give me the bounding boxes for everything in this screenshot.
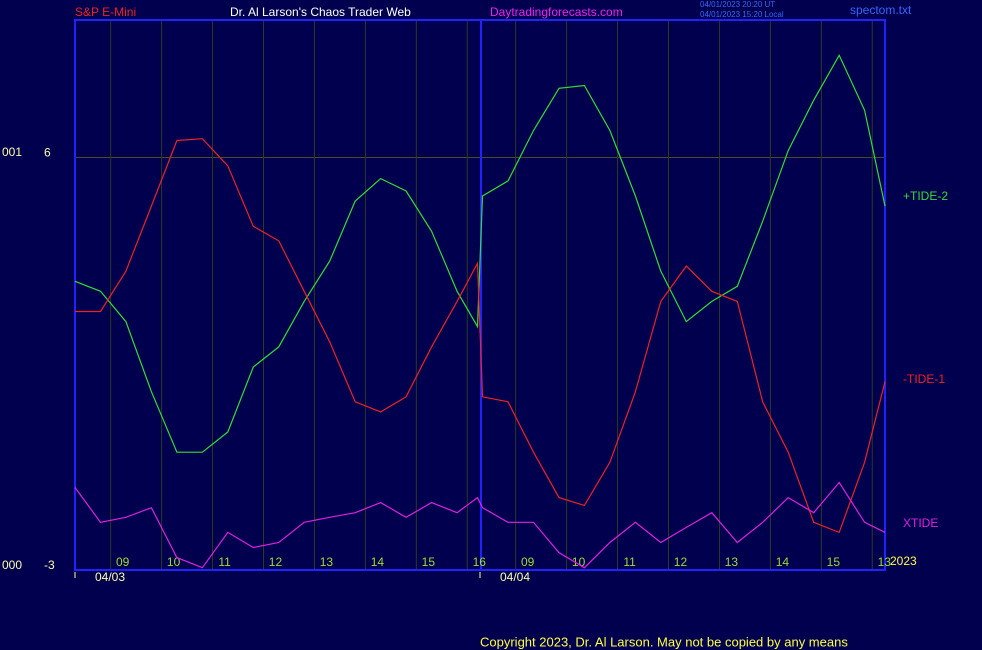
x-tick-label: 14 [371,555,385,569]
y-tick-label: 6 [44,146,51,160]
series-line [74,53,886,453]
x-tick-label: 13 [320,555,334,569]
x-tick-label: 11 [623,555,636,569]
x-tick-label: 14 [776,555,790,569]
x-tick-label: 15 [827,555,841,569]
x-tick-label: 13 [725,555,739,569]
annotation: 001 [2,145,22,159]
legend-label: +TIDE-2 [903,189,948,203]
website: Daytradingforecasts.com [490,5,623,19]
timestamp: 04/01/2023 15:20 Local [700,10,784,19]
date-label: 04/04 [500,570,530,584]
chart-title: Dr. Al Larson's Chaos Trader Web [230,5,411,19]
x-tick-label: 09 [521,555,535,569]
x-tick-label: 10 [572,555,586,569]
y-tick-label: -3 [44,558,55,572]
x-tick-label: 13 [878,555,892,569]
x-tick-label: 12 [269,555,283,569]
annotation: 000 [2,558,22,572]
series-line [75,138,886,534]
legend-label: -TIDE-1 [903,372,945,386]
x-tick-label: 16 [473,555,487,569]
series-line [74,481,886,569]
copyright: Copyright 2023, Dr. Al Larson. May not b… [480,634,848,649]
x-tick-label: 10 [167,555,181,569]
timestamp: 04/01/2023 20:20 UT [700,0,775,9]
instrument: S&P E-Mini [75,5,136,19]
x-tick-label: 11 [218,555,231,569]
x-tick-label: 09 [116,555,130,569]
file-name: spectom.txt [850,3,912,17]
x-tick-label: 12 [674,555,688,569]
legend-label: XTIDE [903,516,938,530]
x-tick-label: 15 [422,555,436,569]
year-label: 2023 [890,554,917,568]
date-label: 04/03 [95,570,125,584]
